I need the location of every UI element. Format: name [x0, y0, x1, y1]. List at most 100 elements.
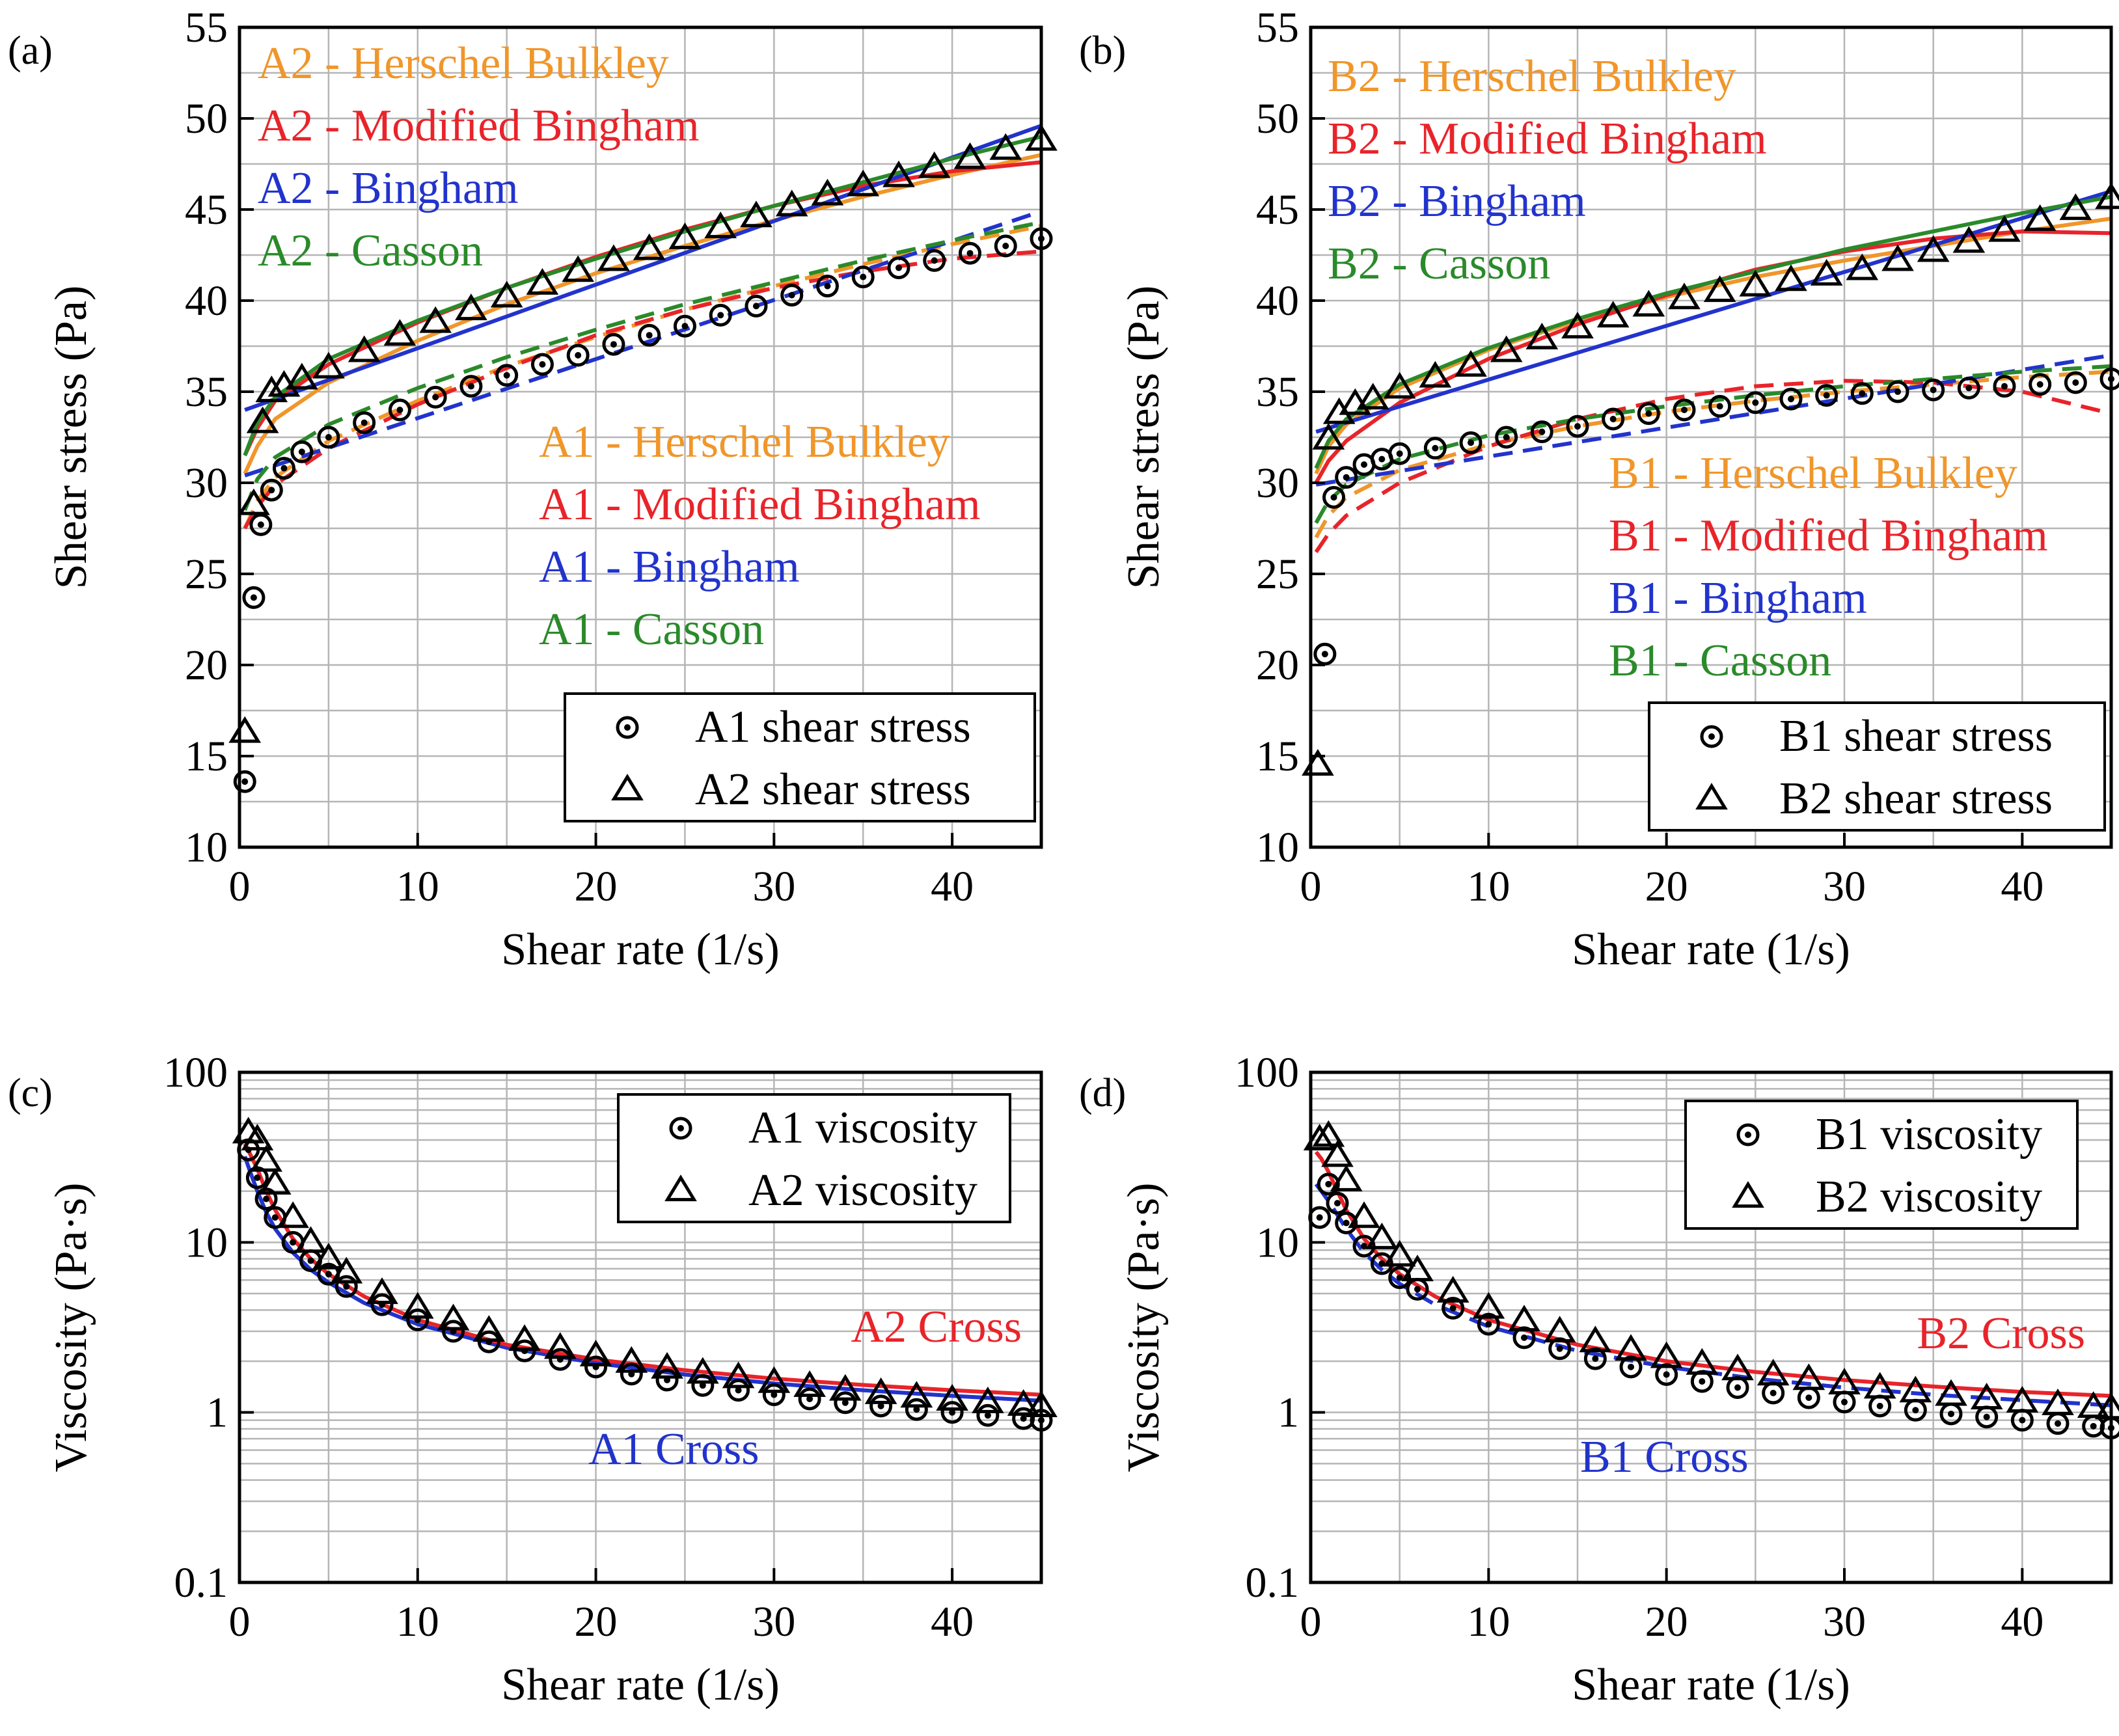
data-point-triangle	[793, 1370, 826, 1397]
data-point-circle	[1335, 1212, 1358, 1235]
data-points	[1302, 182, 2119, 776]
data-point-circle	[1850, 382, 1874, 405]
data-point-circle	[745, 294, 768, 318]
fit-label: B1 - Bingham	[1609, 573, 1867, 623]
data-point-circle-dot	[1805, 1394, 1812, 1402]
data-point-circle-dot	[1788, 396, 1794, 403]
data-point-triangle	[383, 319, 417, 346]
data-point-circle-dot	[1361, 1243, 1367, 1250]
data-point-circle-dot	[681, 323, 689, 330]
data-point-circle-dot	[290, 1239, 297, 1246]
fit-lines	[243, 124, 1041, 530]
legend-marker-triangle	[611, 774, 644, 801]
data-point-circle-dot	[2090, 1422, 2097, 1430]
data-point-circle	[1655, 1363, 1678, 1386]
data-point-circle	[1530, 420, 1553, 444]
data-point-triangle	[1775, 264, 1807, 292]
data-point-circle-dot	[1628, 1363, 1634, 1370]
data-point-triangle	[686, 1357, 719, 1384]
data-point-triangle	[1739, 269, 1772, 297]
data-point-circle-dot	[575, 352, 582, 359]
data-point-triangle	[562, 255, 595, 282]
data-point-triangle	[936, 1384, 968, 1411]
plot-frame	[1309, 25, 2113, 849]
data-point-triangle	[348, 335, 381, 362]
y-tick-label: 1	[206, 1389, 228, 1437]
y-axis-label: Viscosity (Pa·s)	[1119, 1183, 1169, 1472]
data-point-circle	[495, 364, 519, 387]
data-point-triangle	[255, 375, 288, 403]
data-point-triangle	[1436, 1275, 1470, 1303]
data-point-triangle	[829, 1374, 862, 1401]
data-point-circle-dot	[1876, 1402, 1883, 1409]
data-point-circle	[335, 1275, 358, 1298]
data-point-circle-dot	[1378, 455, 1386, 463]
panel-2: 0 10 20 30 40 0.1 1 10 100 Shear rate (1/s) Viscos…	[8, 1049, 1058, 1710]
data-point-circle-dot	[1503, 434, 1510, 441]
data-point-circle-dot	[1592, 1355, 1599, 1363]
fit-B2-bingham	[1315, 189, 2111, 434]
data-point-circle	[1322, 485, 1346, 509]
data-point-circle	[1957, 376, 1980, 400]
data-point-circle-dot	[263, 1195, 270, 1202]
data-point-triangle	[2042, 1388, 2074, 1415]
data-point-circle	[1637, 402, 1660, 426]
fit-label: A2 - Herschel Bulkley	[258, 38, 669, 88]
data-point-circle-dot	[1752, 399, 1759, 406]
data-point-circle	[1743, 391, 1767, 414]
y-tick-label: 20	[185, 642, 228, 689]
data-point-circle-dot	[717, 312, 724, 319]
x-tick-label: 40	[931, 1598, 974, 1646]
data-point-circle-dot	[1699, 1378, 1706, 1385]
data-point-triangle	[472, 1315, 506, 1342]
data-point-circle	[2029, 373, 2052, 396]
legend-marker-circle	[616, 716, 639, 739]
y-tick-label: 50	[1256, 95, 1299, 142]
legend-label: A2 viscosity	[748, 1165, 977, 1215]
data-point-triangle	[258, 1168, 292, 1195]
data-point-triangle	[2023, 204, 2057, 231]
data-point-circle-dot	[1449, 1305, 1456, 1312]
data-point-circle-dot	[1316, 1214, 1323, 1221]
data-point-circle	[424, 385, 447, 409]
data-point-circle-dot	[752, 303, 759, 310]
data-point-triangle	[1401, 1255, 1434, 1282]
data-point-circle-dot	[1734, 1384, 1741, 1391]
data-point-circle-dot	[2055, 1420, 2061, 1427]
data-point-triangle	[1312, 422, 1345, 450]
y-tick-label: 35	[1256, 368, 1299, 416]
data-point-circle-dot	[1948, 1410, 1954, 1417]
data-point-circle	[370, 1293, 394, 1316]
data-point-circle-dot	[646, 332, 653, 339]
data-point-circle	[1388, 1266, 1412, 1290]
legend-marker-circle-dot	[677, 1125, 684, 1132]
data-point-triangle	[1561, 312, 1594, 339]
x-tick-label: 30	[752, 1598, 795, 1646]
data-point-triangle	[1935, 1379, 1967, 1406]
data-point-circle-dot	[824, 282, 831, 290]
x-axis-label: Shear rate (1/s)	[1572, 1660, 1850, 1710]
data-point-triangle	[1356, 383, 1389, 410]
data-point-triangle	[366, 1277, 398, 1305]
data-point-triangle	[1525, 322, 1559, 349]
data-point-circle-dot	[1321, 651, 1328, 658]
data-point-circle-dot	[1468, 439, 1474, 446]
data-point-triangle	[704, 211, 737, 239]
data-point-triangle	[1383, 372, 1416, 399]
fit-label: B1 - Herschel Bulkley	[1609, 448, 2017, 498]
grid	[239, 27, 1041, 847]
data-point-circle-dot	[735, 1387, 742, 1394]
data-point-circle-dot	[1894, 388, 1901, 395]
panel-label: (a)	[8, 29, 53, 73]
data-point-circle-dot	[1965, 385, 1973, 392]
data-point-circle-dot	[325, 1271, 332, 1278]
x-tick-label: 0	[1300, 863, 1322, 910]
x-axis-label: Shear rate (1/s)	[501, 925, 780, 975]
fit-label: B1 Cross	[1580, 1432, 1749, 1482]
data-point-circle-dot	[771, 1391, 778, 1398]
data-point-circle-dot	[1414, 1286, 1421, 1293]
legend: B1 viscosity B2 viscosity	[1684, 1100, 2079, 1230]
x-tick-label: 0	[229, 863, 251, 910]
data-point-circle	[834, 1391, 857, 1415]
fit-label: B2 - Casson	[1328, 239, 1550, 289]
